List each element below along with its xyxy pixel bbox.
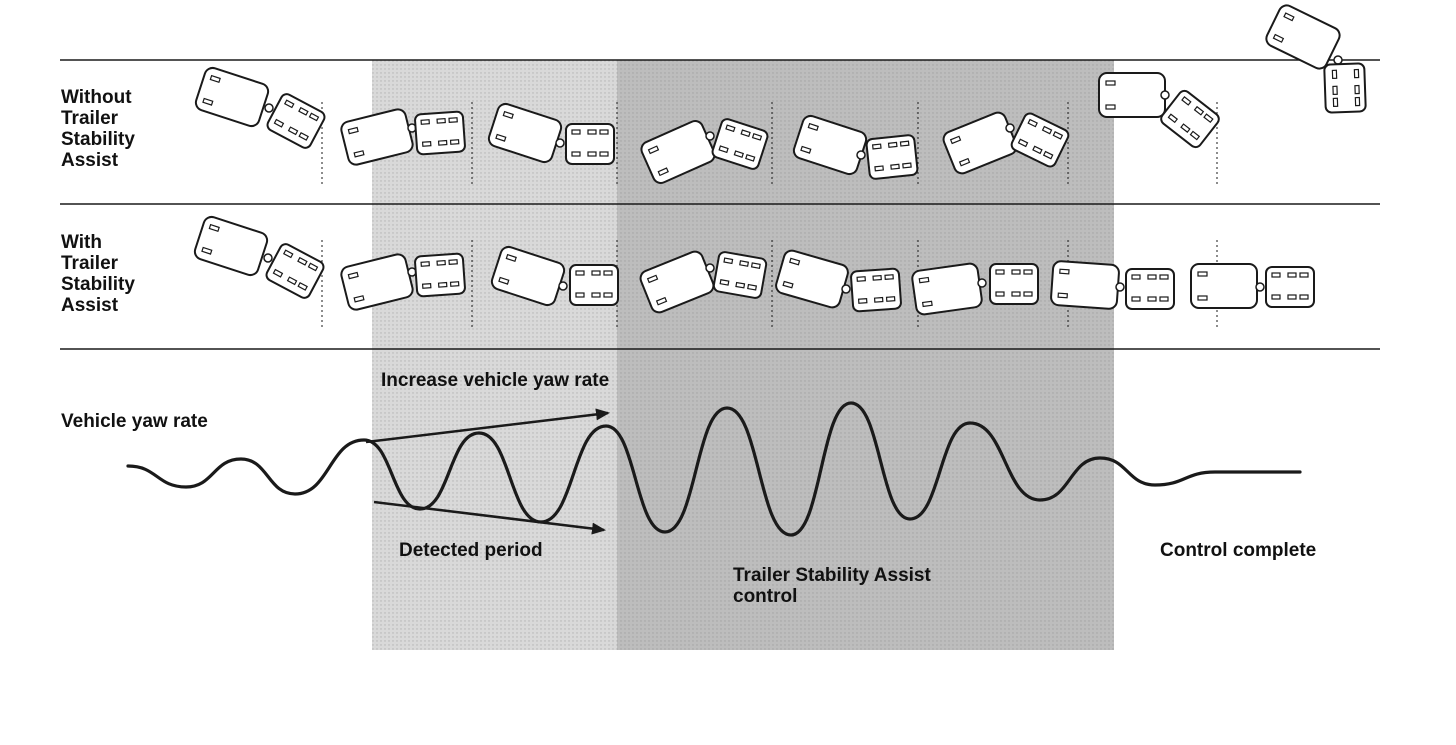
hitch [264,103,274,113]
car-icon [414,110,466,156]
hitch [263,253,273,263]
car-icon [266,93,326,149]
trailer-icon [911,262,983,316]
trailer-icon [193,215,269,277]
hitch [856,150,866,160]
hitch [558,281,568,291]
hitch [705,131,715,141]
time-markers [321,102,1218,328]
detected-period-label: Detected period [399,540,543,561]
hitch [841,284,851,294]
car-icon [865,134,919,180]
hitch [1005,123,1015,133]
car-icon [565,123,615,165]
hitch [705,263,715,273]
hitch [1115,282,1125,292]
hitch [1333,55,1343,65]
trailer-icon [942,111,1018,175]
control-complete-label: Control complete [1160,540,1317,561]
without-tsa-label: Without Trailer Stability Assist [61,87,135,171]
trailer-icon [1265,4,1341,70]
yaw-rate-waveform [126,401,1302,537]
tsa-control-label: Trailer Stability Assist control [733,565,931,607]
car-icon [1125,268,1175,310]
hitch [1255,282,1265,292]
car-icon [711,118,769,170]
hitch [555,138,565,148]
car-icon [850,267,902,313]
car-icon [1010,112,1070,168]
car-icon [712,251,768,299]
trailer-icon [1190,263,1258,309]
yaw-rate-label: Vehicle yaw rate [61,411,208,432]
car-icon [414,252,466,298]
trailer-icon [194,66,270,128]
decrease-arrow [373,500,606,535]
car-icon [1265,266,1315,308]
with-tsa-label: With Trailer Stability Assist [61,232,135,316]
trailer-icon [1098,72,1166,118]
car-icon [1323,62,1367,114]
vehicles-without-tsa [194,4,1367,184]
car-icon [265,243,325,299]
trailer-icon [1050,260,1120,310]
trailer-icon [775,249,849,309]
vehicles-with-tsa [193,215,1315,316]
increase-arrow [365,408,610,444]
car-icon [989,263,1039,305]
car-icon [1160,89,1220,149]
hitch [1160,90,1170,100]
increase-yaw-label: Increase vehicle yaw rate [381,370,610,391]
car-icon [569,264,619,306]
hitch [977,278,987,288]
